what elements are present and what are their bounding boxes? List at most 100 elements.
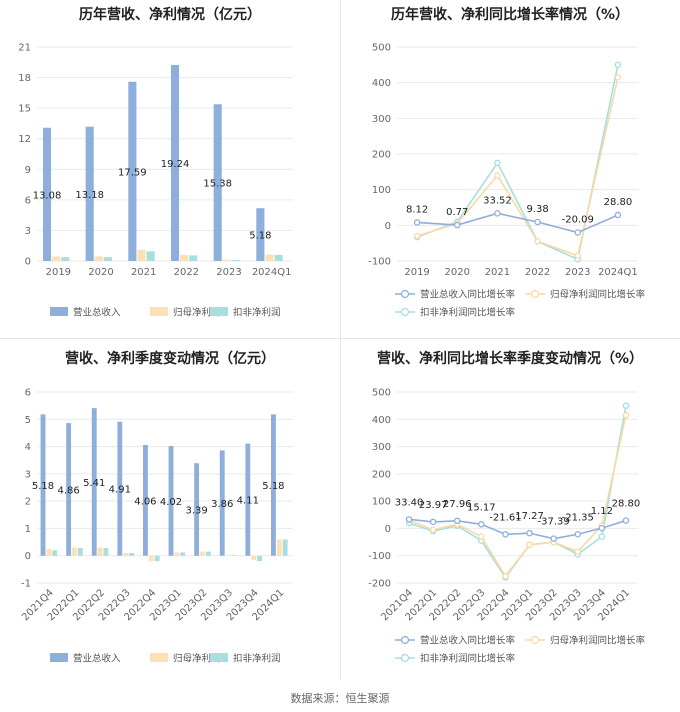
- legend-label: 归母净利润: [173, 307, 221, 319]
- y-tick-label: 200: [372, 150, 391, 161]
- data-label: -37.39: [538, 517, 570, 528]
- series-line: [416, 77, 619, 257]
- series-line: [408, 518, 627, 540]
- x-tick-label: 2022: [174, 267, 199, 278]
- data-label: -21.35: [562, 512, 594, 523]
- bar: [129, 552, 134, 556]
- x-tick-label: 2023: [216, 267, 241, 278]
- legend-label: 扣非净利润: [233, 653, 281, 665]
- data-label: 4.06: [134, 496, 156, 507]
- y-tick-label: -100: [368, 257, 391, 268]
- bar: [42, 127, 52, 261]
- bar: [52, 550, 58, 556]
- bar: [61, 257, 70, 261]
- chart-annual-revenue-profit: 历年营收、净利情况（亿元） 0 3 6 9 12 15 18 21 2019 2020 2021 20…: [0, 0, 340, 340]
- data-label: 5.41: [83, 478, 105, 489]
- y-tick-label: 2: [25, 497, 31, 508]
- bar: [170, 64, 180, 261]
- bar: [231, 259, 240, 261]
- bar: [276, 539, 282, 556]
- data-point: [526, 541, 533, 549]
- data-point: [574, 252, 581, 259]
- legend-label: 营业总收入: [73, 307, 121, 319]
- bar: [85, 126, 94, 262]
- bar: [222, 259, 231, 261]
- bar: [189, 255, 198, 261]
- y-tick-label: 1: [25, 524, 31, 535]
- bar: [46, 548, 52, 556]
- bar: [274, 254, 283, 261]
- bar: [142, 444, 148, 556]
- y-tick-label: 100: [372, 497, 391, 508]
- data-point: [405, 516, 413, 523]
- data-label: 4.02: [160, 497, 182, 508]
- data-point: [526, 529, 533, 537]
- data-label: 5.18: [262, 481, 284, 492]
- chart-quarterly-revenue-profit-svg: -101234562021Q42022Q12022Q22022Q32022Q42…: [20, 388, 293, 665]
- bar: [103, 257, 112, 261]
- y-tick-label: 21: [18, 43, 31, 54]
- bar: [137, 249, 146, 261]
- data-point: [494, 159, 501, 167]
- y-tick-label: 5: [25, 415, 31, 426]
- y-tick-label: 300: [372, 442, 391, 453]
- vertical-divider: [340, 0, 341, 680]
- data-point: [502, 572, 509, 580]
- legend-marker: [400, 653, 410, 663]
- legend-swatch: [210, 653, 228, 662]
- chart-quarterly-growth-rate: 营收、净利同比增长率季度变动情况（%） -200 -100 0 100 200 300 40…: [340, 340, 680, 685]
- legend-marker: [530, 635, 540, 645]
- bar: [168, 446, 174, 556]
- data-label: 5.18: [32, 481, 54, 492]
- data-label: 4.91: [109, 485, 131, 496]
- data-point: [454, 221, 461, 229]
- bar: [225, 555, 231, 556]
- legend-label: 归母净利润同比增长率: [550, 635, 646, 647]
- legend-swatch: [50, 307, 68, 316]
- data-source-note: 数据来源：恒生聚源: [290, 692, 390, 705]
- data-point: [534, 218, 541, 226]
- bar: [205, 551, 211, 556]
- data-label: 17.27: [515, 511, 544, 522]
- bar: [219, 450, 225, 556]
- y-tick-label: 200: [372, 469, 391, 480]
- bar: [146, 251, 155, 261]
- bar: [66, 423, 72, 556]
- y-tick-label: 0: [385, 524, 391, 535]
- legend-marker: [530, 289, 540, 299]
- data-label: 15.38: [203, 179, 232, 190]
- x-tick-label: 2022: [525, 267, 550, 278]
- y-tick-label: 6: [25, 195, 31, 206]
- data-label: 3.86: [211, 499, 233, 510]
- x-tick-label: 2024Q1: [598, 267, 638, 278]
- bar: [91, 408, 97, 556]
- y-tick-label: -1: [21, 579, 31, 590]
- y-tick-label: 18: [18, 73, 31, 84]
- data-label: 0.77: [446, 207, 468, 218]
- legend-swatch: [150, 653, 168, 662]
- data-label: 28.80: [612, 499, 641, 510]
- bar: [72, 547, 77, 556]
- legend-marker: [400, 635, 410, 645]
- chart-title: 历年营收、净利情况（亿元）: [79, 7, 261, 23]
- bar: [94, 256, 103, 261]
- data-point: [478, 521, 485, 528]
- y-tick-label: 12: [18, 134, 31, 145]
- legend-label: 扣非净利润: [233, 307, 281, 319]
- x-tick-label: 2019: [46, 267, 71, 278]
- data-point: [574, 531, 581, 538]
- data-point: [614, 74, 622, 81]
- data-point: [622, 402, 630, 409]
- bar: [231, 555, 237, 556]
- series-line: [416, 64, 619, 261]
- bar: [77, 548, 83, 556]
- data-label: 13.08: [33, 190, 62, 201]
- y-tick-label: 4: [25, 442, 31, 453]
- x-tick-label: 2021: [131, 267, 156, 278]
- legend-label: 归母净利润同比增长率: [550, 289, 646, 301]
- chart-title: 历年营收、净利同比增长率情况（%）: [390, 7, 630, 23]
- bar: [117, 421, 123, 556]
- bar: [52, 256, 61, 261]
- chart-annual-growth-rate: 历年营收、净利同比增长率情况（%） -100 0 100 200 300 400 500 20…: [340, 0, 680, 340]
- legend-marker: [400, 289, 410, 299]
